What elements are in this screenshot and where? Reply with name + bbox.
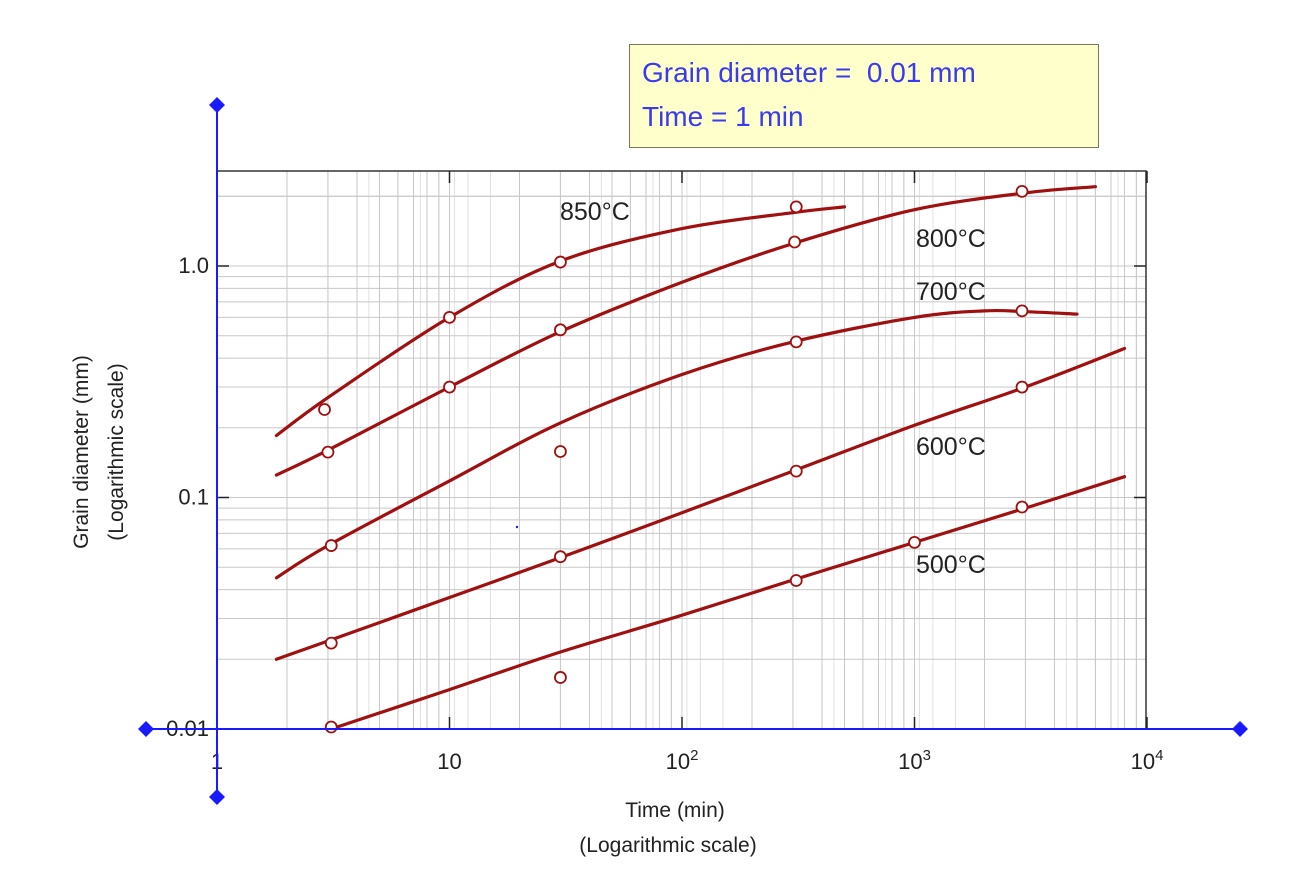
data-point-700c [324, 539, 338, 552]
data-point-600c [789, 464, 803, 478]
data-points [318, 185, 1029, 734]
series-curve-500c [329, 475, 1127, 731]
plot-grid [217, 171, 1146, 729]
axis-handles[interactable] [138, 97, 1248, 805]
data-point-500c [324, 720, 338, 734]
series-label-850c: 850°C [560, 198, 630, 226]
x-tick-label: 103 [898, 747, 931, 774]
x-axis-label: Time (min) [625, 799, 725, 822]
readout-panel: Grain diameter = 0.01 mm Time = 1 min [629, 44, 1099, 148]
x-axis-left-handle[interactable] [138, 721, 154, 737]
series-label-700c: 700°C [916, 278, 986, 306]
series-label-500c: 500°C [916, 551, 986, 579]
x-tick-label: 104 [1131, 747, 1164, 774]
axis-ticks: 1101021031040.010.11.0 [166, 171, 1163, 774]
series-curve-600c [274, 346, 1127, 661]
y-tick-label: 1.0 [178, 253, 209, 278]
data-point-500c [789, 574, 803, 587]
series-curve-800c [274, 185, 1097, 477]
y-axis-label-sub: (Logarithmic scale) [105, 363, 128, 540]
data-point-850c [554, 255, 567, 269]
x-axis-right-handle[interactable] [1232, 721, 1248, 737]
cursor-point[interactable] [515, 525, 519, 529]
x-tick-label: 10 [437, 749, 461, 774]
data-point-800c [1015, 185, 1029, 198]
data-point-700c [789, 335, 803, 349]
data-point-700c [554, 445, 567, 458]
readout-grain-diameter: Grain diameter = 0.01 mm [642, 57, 976, 88]
data-point-800c [788, 235, 801, 249]
series-curve-700c [274, 308, 1079, 580]
data-point-500c [554, 671, 567, 684]
data-point-800c [321, 445, 335, 459]
series-label-800c: 800°C [916, 225, 986, 253]
y-axis-bottom-handle[interactable] [209, 789, 225, 805]
series-labels: 850°C 800°C 700°C 600°C 500°C [560, 198, 986, 579]
readout-time: Time = 1 min [642, 101, 804, 132]
data-point-850c [318, 403, 331, 416]
y-axis-label: Grain diameter (mm) [70, 355, 93, 549]
data-point-800c [443, 380, 456, 394]
data-point-700c [1015, 304, 1029, 318]
data-point-500c [1015, 500, 1029, 514]
x-axis-label-sub: (Logarithmic scale) [579, 834, 756, 857]
y-tick-label: 0.1 [178, 485, 209, 510]
x-tick-label: 102 [666, 747, 699, 774]
data-point-600c [554, 550, 567, 564]
data-point-850c [443, 310, 456, 324]
y-axis-top-handle[interactable] [209, 97, 225, 113]
data-point-800c [554, 323, 567, 337]
data-point-850c [789, 200, 803, 214]
series-label-600c: 600°C [916, 433, 986, 461]
data-point-600c [1015, 380, 1029, 394]
data-point-600c [324, 636, 338, 650]
data-point-500c [908, 535, 921, 549]
